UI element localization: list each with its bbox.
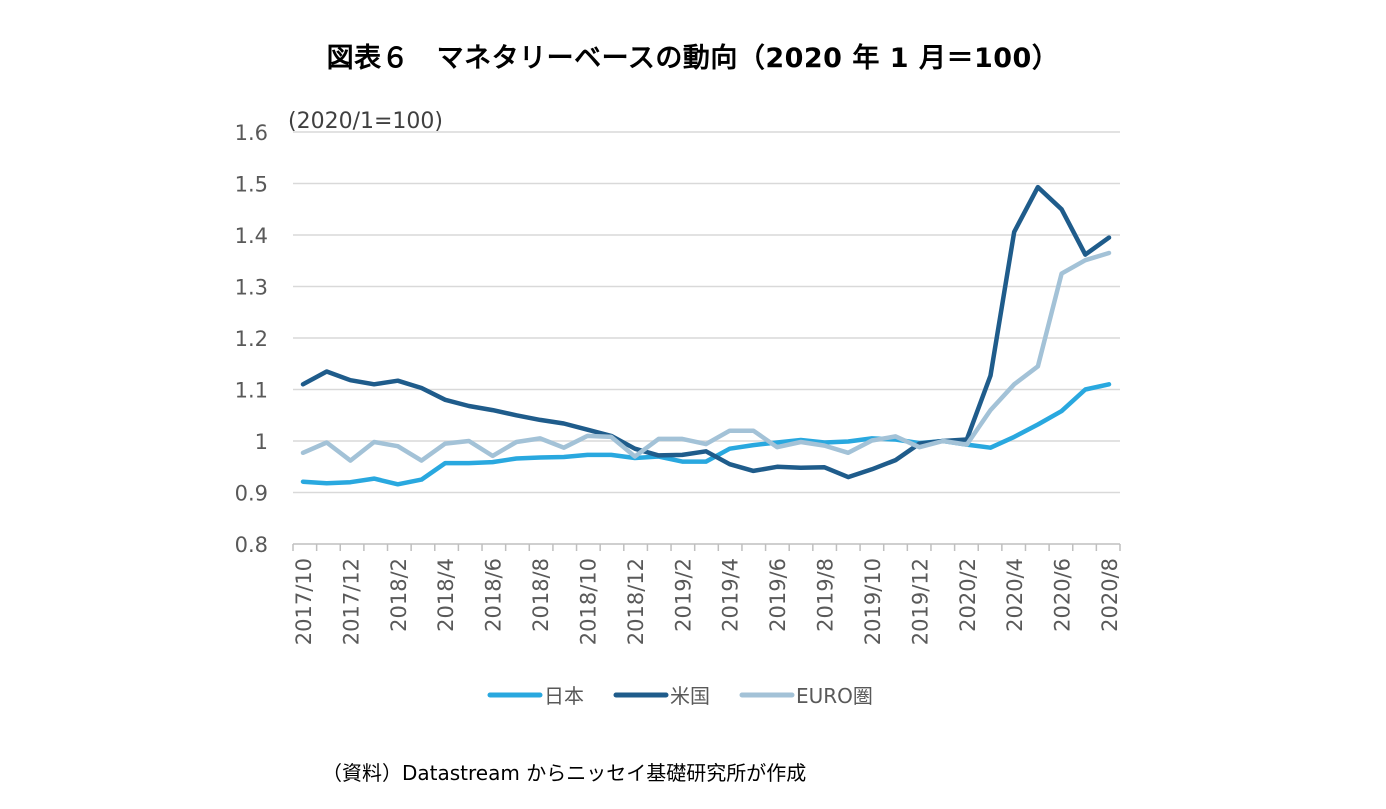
- y-tick-label: 1: [255, 430, 268, 454]
- chart-title: 図表６ マネタリーベースの動向（2020 年 1 月＝100）: [326, 43, 1060, 74]
- x-tick-label: 2019/10: [861, 558, 885, 645]
- x-tick-label: 2018/8: [529, 558, 553, 632]
- x-tick-label: 2019/6: [766, 558, 790, 632]
- legend: 日本 米国 EURO圏: [487, 684, 873, 708]
- y-tick-label: 0.9: [235, 482, 268, 506]
- series-line-3: [300, 250, 1112, 463]
- x-tick-label: 2018/10: [576, 558, 600, 645]
- x-tick-label: 2018/6: [482, 558, 506, 632]
- x-tick-label: 2020/4: [1003, 558, 1027, 632]
- x-tick-label: 2018/12: [624, 558, 648, 645]
- y-tick-label: 1.5: [235, 173, 268, 197]
- x-tick-label: 2018/4: [434, 558, 458, 632]
- legend-label-2: 米国: [670, 684, 710, 708]
- source-note: （資料）Datastream からニッセイ基礎研究所が作成: [322, 761, 807, 785]
- y-tick-label: 1.4: [235, 224, 268, 248]
- y-tick-label: 1.1: [235, 379, 268, 403]
- x-axis-tick-labels: 2017/10 2017/12 2018/2 2018/4 2018/6 2018/8 20…: [292, 558, 1122, 645]
- y-axis-unit-label: (2020/1=100): [288, 109, 443, 134]
- x-tick-label: 2017/12: [339, 558, 363, 645]
- x-tick-label: 2020/6: [1051, 558, 1075, 632]
- y-tick-label: 1.2: [235, 327, 268, 351]
- y-axis-tick-labels: 0.8 0.9 1 1.1 1.2 1.3 1.4 1.5 1.6: [235, 121, 268, 557]
- series-lines: [300, 184, 1112, 487]
- x-tick-label: 2019/8: [814, 558, 838, 632]
- x-tick-label: 2019/4: [719, 558, 743, 632]
- legend-label-1: 日本: [544, 684, 584, 708]
- x-tick-label: 2018/2: [387, 558, 411, 632]
- x-tick-label: 2019/12: [908, 558, 932, 645]
- y-tick-label: 0.8: [235, 533, 268, 557]
- x-tick-label: 2017/10: [292, 558, 316, 645]
- series-line-2: [300, 184, 1112, 480]
- x-tick-label: 2019/2: [671, 558, 695, 632]
- x-tick-label: 2020/2: [956, 558, 980, 632]
- axes: [292, 543, 1121, 551]
- series-line-1: [300, 382, 1112, 487]
- y-tick-label: 1.3: [235, 276, 268, 300]
- legend-label-3: EURO圏: [796, 684, 873, 708]
- grid-lines: [293, 131, 1120, 494]
- x-tick-label: 2020/8: [1098, 558, 1122, 632]
- y-tick-label: 1.6: [235, 121, 268, 145]
